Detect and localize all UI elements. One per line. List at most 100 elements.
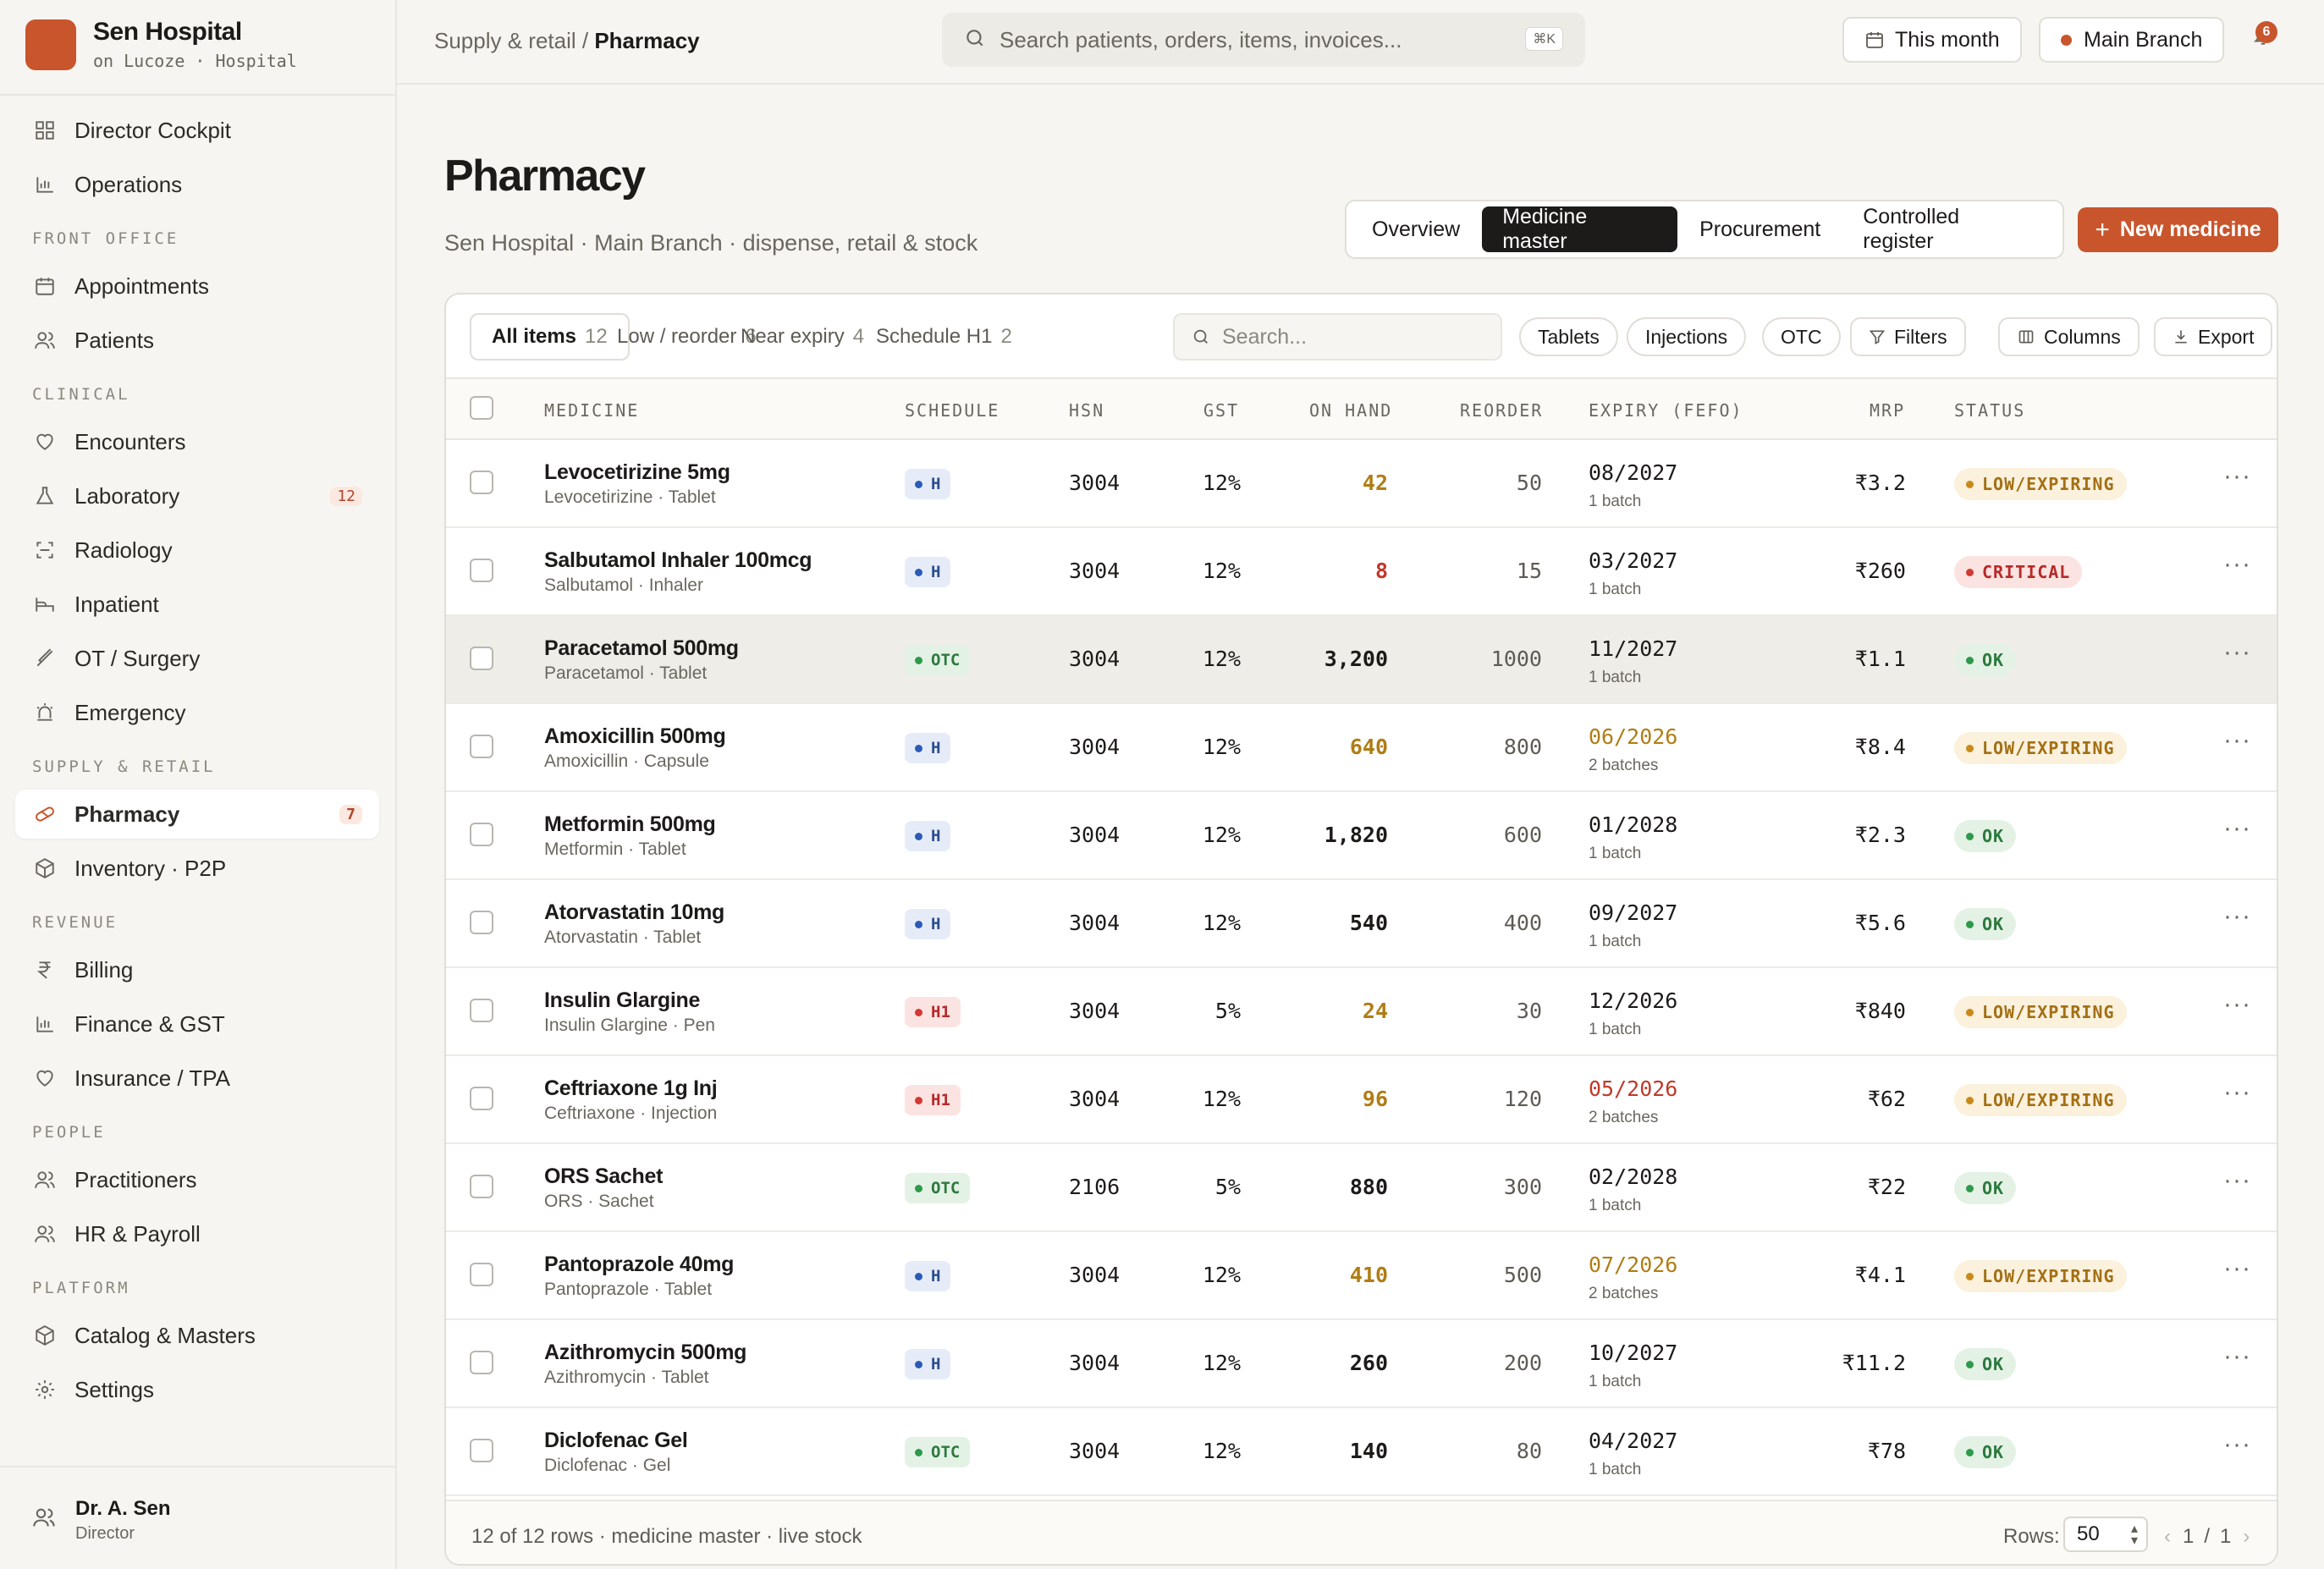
table-row[interactable]: Paracetamol 500mg Paracetamol · Tablet OTC… [446, 616, 2277, 704]
sidebar-item-practitioners[interactable]: Practitioners [15, 1155, 379, 1204]
row-checkbox[interactable] [470, 1439, 493, 1462]
row-checkbox[interactable] [470, 1087, 493, 1110]
chip-injections[interactable]: Injections [1627, 317, 1747, 356]
row-checkbox[interactable] [470, 559, 493, 582]
sidebar-item-appointments[interactable]: Appointments [15, 262, 379, 311]
export-button[interactable]: Export [2154, 317, 2273, 356]
sidebar-item-inpatient[interactable]: Inpatient [15, 580, 379, 629]
row-checkbox[interactable] [470, 471, 493, 494]
filter-tab-near-expiry[interactable]: Near expiry 4 [720, 313, 884, 361]
table-row[interactable]: Insulin Glargine Insulin Glargine · Pen H1… [446, 968, 2277, 1056]
row-checkbox[interactable] [470, 911, 493, 934]
table-row[interactable]: Diclofenac Gel Diclofenac · Gel OTC 3004 12%… [446, 1408, 2277, 1496]
table-row[interactable]: Amoxicillin 500mg Amoxicillin · Capsule H 3… [446, 704, 2277, 792]
prev-page-icon[interactable]: ‹ [2164, 1525, 2171, 1548]
medicine-name[interactable]: Amoxicillin 500mg [544, 724, 726, 748]
next-page-icon[interactable]: › [2243, 1525, 2250, 1548]
rows-per-page-select[interactable]: 50 ▴ ▾ [2063, 1517, 2148, 1552]
medicine-name[interactable]: ORS Sachet [544, 1164, 664, 1188]
global-search-input[interactable]: Search patients, orders, items, invoices… [942, 13, 1585, 67]
filter-tab-schedule-h1[interactable]: Schedule H1 2 [856, 313, 1033, 361]
row-more-icon[interactable]: ··· [2223, 1342, 2251, 1370]
row-more-icon[interactable]: ··· [2223, 462, 2251, 490]
table-row[interactable]: Azithromycin 500mg Azithromycin · Tablet H… [446, 1320, 2277, 1408]
sidebar-item-settings[interactable]: Settings [15, 1365, 379, 1414]
row-more-icon[interactable]: ··· [2223, 638, 2251, 666]
col-on-hand[interactable]: ON HAND [1309, 400, 1393, 421]
row-checkbox[interactable] [470, 735, 493, 758]
sidebar-item-emergency[interactable]: Emergency [15, 688, 379, 737]
col-reorder[interactable]: REORDER [1460, 400, 1544, 421]
sidebar-item-insurance-tpa[interactable]: Insurance / TPA [15, 1054, 379, 1103]
breadcrumb-parent[interactable]: Supply & retail [434, 28, 576, 53]
row-more-icon[interactable]: ··· [2223, 1166, 2251, 1194]
period-selector-button[interactable]: This month [1842, 17, 2022, 63]
col-medicine[interactable]: MEDICINE [544, 400, 640, 421]
row-checkbox[interactable] [470, 1175, 493, 1198]
tab-procurement[interactable]: Procurement [1699, 217, 1821, 241]
medicine-name[interactable]: Ceftriaxone 1g Inj [544, 1076, 718, 1100]
filters-button[interactable]: Filters [1850, 317, 1966, 356]
col-schedule[interactable]: SCHEDULE [905, 400, 1000, 421]
sidebar-item-director-cockpit[interactable]: Director Cockpit [15, 106, 379, 155]
row-more-icon[interactable]: ··· [2223, 1254, 2251, 1282]
tab-controlled-register[interactable]: Controlled register [1863, 205, 1960, 253]
table-row[interactable]: ORS Sachet ORS · Sachet OTC 2106 5% 880 300 02/… [446, 1144, 2277, 1232]
medicine-name[interactable]: Paracetamol 500mg [544, 636, 739, 660]
filter-tab-low-reorder[interactable]: Low / reorder 6 [597, 313, 777, 361]
user-profile[interactable]: Dr. A. Sen Director [0, 1466, 395, 1569]
columns-button[interactable]: Columns [1998, 317, 2140, 356]
row-more-icon[interactable]: ··· [2223, 726, 2251, 754]
medicine-name[interactable]: Diclofenac Gel [544, 1429, 688, 1452]
sidebar-item-hr-payroll[interactable]: HR & Payroll [15, 1209, 379, 1258]
new-medicine-button[interactable]: + New medicine [2078, 207, 2278, 252]
col-mrp[interactable]: MRP [1870, 400, 1906, 421]
medicine-name[interactable]: Azithromycin 500mg [544, 1341, 747, 1364]
chip-tablets[interactable]: Tablets [1519, 317, 1618, 356]
table-row[interactable]: Metformin 500mg Metformin · Tablet H 3004 12… [446, 792, 2277, 880]
medicine-name[interactable]: Salbutamol Inhaler 100mcg [544, 548, 812, 572]
row-checkbox[interactable] [470, 1351, 493, 1374]
row-more-icon[interactable]: ··· [2223, 550, 2251, 578]
sidebar-item-billing[interactable]: Billing [15, 945, 379, 994]
table-row[interactable]: Salbutamol Inhaler 100mcg Salbutamol · In… [446, 528, 2277, 616]
col-expiry[interactable]: EXPIRY (FEFO) [1589, 400, 1743, 421]
sidebar-item-ot-surgery[interactable]: OT / Surgery [15, 634, 379, 683]
sidebar-item-operations[interactable]: Operations [15, 160, 379, 209]
col-gst[interactable]: GST [1203, 400, 1240, 421]
row-checkbox[interactable] [470, 823, 493, 846]
col-status[interactable]: STATUS [1954, 400, 2026, 421]
row-more-icon[interactable]: ··· [2223, 990, 2251, 1018]
medicine-name[interactable]: Atorvastatin 10mg [544, 900, 725, 924]
sidebar-item-pharmacy[interactable]: Pharmacy 7 [15, 790, 379, 839]
tab-overview[interactable]: Overview [1372, 217, 1461, 241]
sidebar-item-laboratory[interactable]: Laboratory 12 [15, 471, 379, 520]
chip-otc[interactable]: OTC [1762, 317, 1841, 356]
sidebar-item-inventory-p2p[interactable]: Inventory · P2P [15, 844, 379, 893]
tab-medicine-master[interactable]: Medicine master [1482, 205, 1678, 253]
table-search-input[interactable]: Search... [1173, 313, 1502, 361]
table-row[interactable]: Atorvastatin 10mg Atorvastatin · Tablet H 3… [446, 880, 2277, 968]
row-checkbox[interactable] [470, 999, 493, 1022]
row-more-icon[interactable]: ··· [2223, 814, 2251, 842]
row-more-icon[interactable]: ··· [2223, 1078, 2251, 1106]
table-row[interactable]: Ceftriaxone 1g Inj Ceftriaxone · Injectio… [446, 1056, 2277, 1144]
medicine-name[interactable]: Metformin 500mg [544, 812, 716, 836]
select-all-checkbox[interactable] [470, 396, 493, 420]
medicine-name[interactable]: Insulin Glargine [544, 988, 701, 1012]
table-row[interactable]: Pantoprazole 40mg Pantoprazole · Tablet H 3… [446, 1232, 2277, 1320]
sidebar-item-encounters[interactable]: Encounters [15, 417, 379, 466]
medicine-name[interactable]: Pantoprazole 40mg [544, 1252, 735, 1276]
branch-selector-button[interactable]: Main Branch [2039, 17, 2225, 63]
row-more-icon[interactable]: ··· [2223, 1430, 2251, 1458]
row-checkbox[interactable] [470, 1263, 493, 1286]
row-checkbox[interactable] [470, 647, 493, 670]
sidebar-item-radiology[interactable]: Radiology [15, 526, 379, 575]
sidebar-item-patients[interactable]: Patients [15, 316, 379, 365]
table-row[interactable]: Levocetirizine 5mg Levocetirizine · Table… [446, 440, 2277, 528]
row-more-icon[interactable]: ··· [2223, 902, 2251, 930]
sidebar-item-finance-gst[interactable]: Finance & GST [15, 999, 379, 1049]
medicine-name[interactable]: Levocetirizine 5mg [544, 460, 730, 484]
filter-tab-all-items[interactable]: All items 12 [470, 313, 630, 361]
sidebar-item-catalog-masters[interactable]: Catalog & Masters [15, 1311, 379, 1360]
